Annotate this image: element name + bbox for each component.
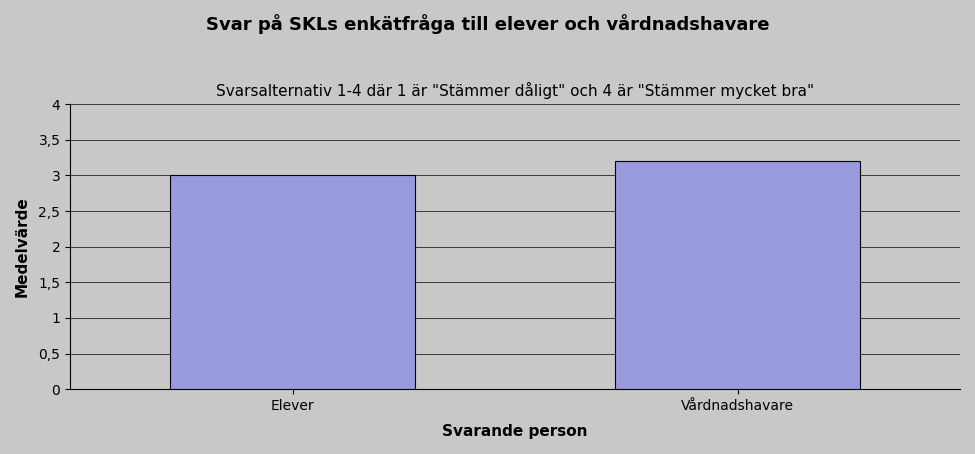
Y-axis label: Medelvärde: Medelvärde xyxy=(15,196,30,297)
X-axis label: Svarande person: Svarande person xyxy=(443,424,588,439)
Bar xyxy=(615,161,860,389)
Bar xyxy=(171,175,415,389)
Title: Svarsalternativ 1-4 där 1 är "Stämmer dåligt" och 4 är "Stämmer mycket bra": Svarsalternativ 1-4 där 1 är "Stämmer då… xyxy=(216,82,814,99)
Text: Svar på SKLs enkätfråga till elever och vårdnadshavare: Svar på SKLs enkätfråga till elever och … xyxy=(206,14,769,34)
